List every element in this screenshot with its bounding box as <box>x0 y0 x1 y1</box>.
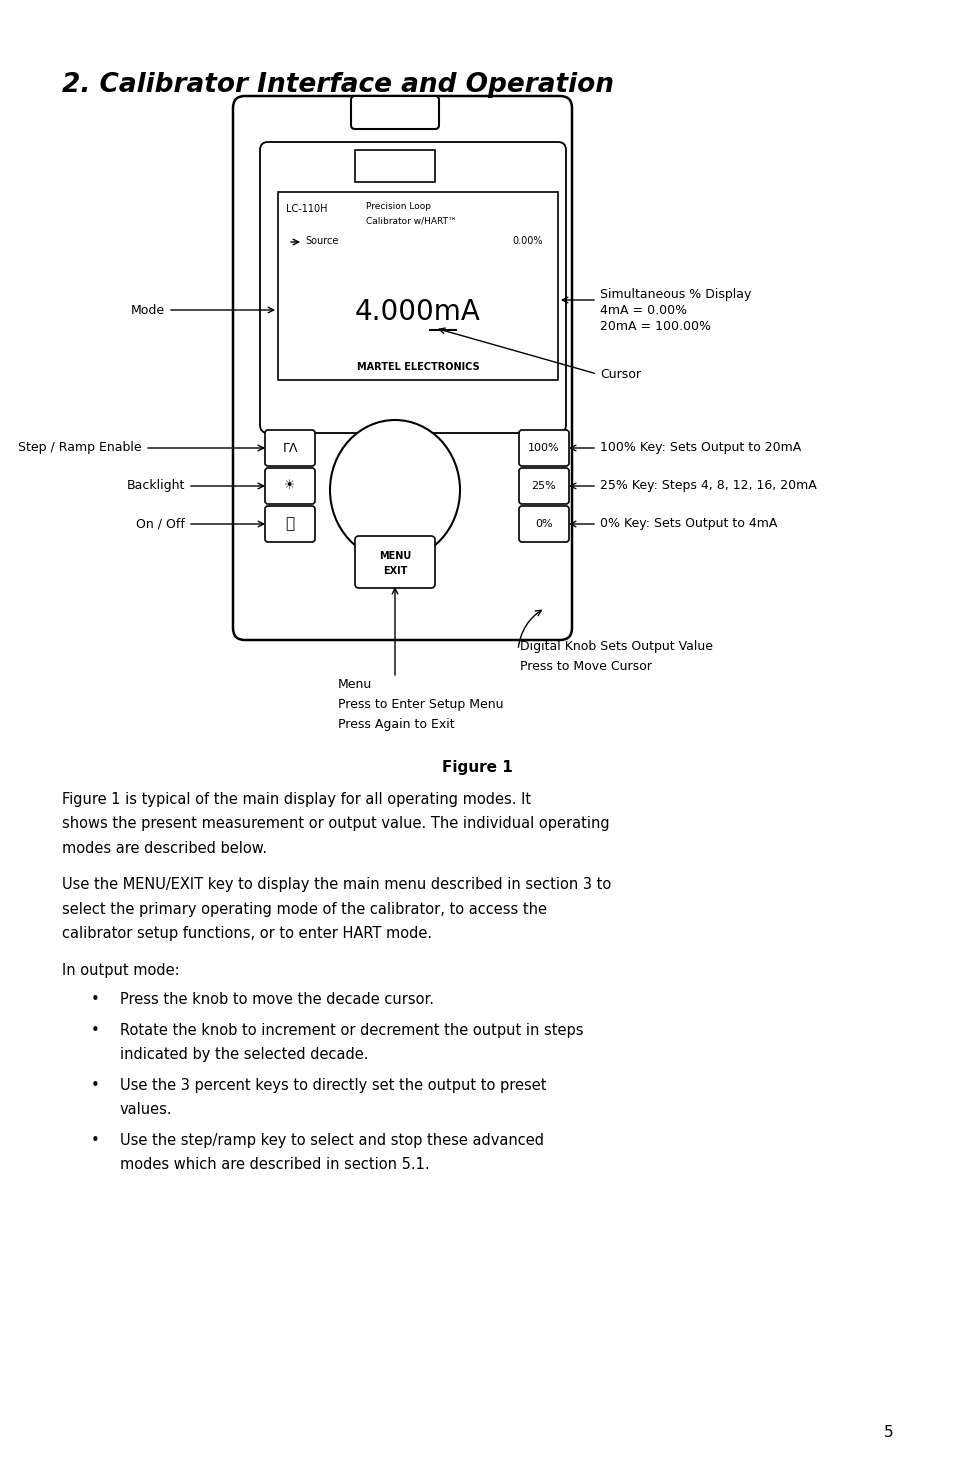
Text: ☀: ☀ <box>284 479 295 493</box>
Text: values.: values. <box>120 1102 172 1118</box>
Text: modes which are described in section 5.1.: modes which are described in section 5.1… <box>120 1158 429 1173</box>
Text: 100%: 100% <box>528 442 559 453</box>
FancyBboxPatch shape <box>518 506 568 541</box>
Text: LC-110H: LC-110H <box>286 204 327 214</box>
Text: Simultaneous % Display: Simultaneous % Display <box>599 288 751 301</box>
Text: In output mode:: In output mode: <box>62 963 179 978</box>
Text: Use the MENU/EXIT key to display the main menu described in section 3 to: Use the MENU/EXIT key to display the mai… <box>62 878 611 892</box>
Ellipse shape <box>330 420 459 560</box>
Text: Backlight: Backlight <box>127 479 185 493</box>
Text: ΓΛ: ΓΛ <box>282 441 297 454</box>
Text: 4mA = 0.00%: 4mA = 0.00% <box>599 304 686 317</box>
Text: •: • <box>91 1133 99 1148</box>
Text: 25% Key: Steps 4, 8, 12, 16, 20mA: 25% Key: Steps 4, 8, 12, 16, 20mA <box>599 479 816 493</box>
Text: MARTEL ELECTRONICS: MARTEL ELECTRONICS <box>356 361 478 372</box>
FancyBboxPatch shape <box>351 96 438 128</box>
Text: On / Off: On / Off <box>136 518 185 531</box>
Text: shows the present measurement or output value. The individual operating: shows the present measurement or output … <box>62 817 609 832</box>
Text: Use the step/ramp key to select and stop these advanced: Use the step/ramp key to select and stop… <box>120 1133 543 1148</box>
Text: 0.00%: 0.00% <box>512 236 542 246</box>
Text: Press the knob to move the decade cursor.: Press the knob to move the decade cursor… <box>120 993 434 1007</box>
FancyBboxPatch shape <box>277 192 558 381</box>
Text: 0%: 0% <box>535 519 552 530</box>
Text: indicated by the selected decade.: indicated by the selected decade. <box>120 1047 368 1062</box>
Text: Figure 1 is typical of the main display for all operating modes. It: Figure 1 is typical of the main display … <box>62 792 531 807</box>
Text: Menu: Menu <box>337 678 372 690</box>
Text: 0% Key: Sets Output to 4mA: 0% Key: Sets Output to 4mA <box>599 518 777 531</box>
Text: Source: Source <box>305 236 338 246</box>
Text: Use the 3 percent keys to directly set the output to preset: Use the 3 percent keys to directly set t… <box>120 1078 546 1093</box>
Text: 100% Key: Sets Output to 20mA: 100% Key: Sets Output to 20mA <box>599 441 801 454</box>
Text: Step / Ramp Enable: Step / Ramp Enable <box>18 441 142 454</box>
FancyBboxPatch shape <box>265 468 314 504</box>
Text: 5: 5 <box>883 1425 893 1440</box>
Text: Press to Move Cursor: Press to Move Cursor <box>519 659 651 673</box>
Text: Press to Enter Setup Menu: Press to Enter Setup Menu <box>337 698 503 711</box>
Text: •: • <box>91 1024 99 1038</box>
FancyBboxPatch shape <box>518 468 568 504</box>
Text: select the primary operating mode of the calibrator, to access the: select the primary operating mode of the… <box>62 903 546 917</box>
FancyBboxPatch shape <box>260 142 565 434</box>
Text: Press Again to Exit: Press Again to Exit <box>337 718 455 732</box>
FancyBboxPatch shape <box>355 535 435 589</box>
Text: •: • <box>91 1078 99 1093</box>
FancyBboxPatch shape <box>355 150 435 181</box>
FancyBboxPatch shape <box>265 506 314 541</box>
Text: 4.000mA: 4.000mA <box>355 298 480 326</box>
Text: MENU: MENU <box>378 552 411 560</box>
Text: Mode: Mode <box>131 304 165 317</box>
Text: 25%: 25% <box>531 481 556 491</box>
Text: Digital Knob Sets Output Value: Digital Knob Sets Output Value <box>519 640 712 653</box>
FancyBboxPatch shape <box>265 431 314 466</box>
Text: 20mA = 100.00%: 20mA = 100.00% <box>599 320 710 333</box>
Text: Calibrator w/HART™: Calibrator w/HART™ <box>366 215 456 226</box>
Text: modes are described below.: modes are described below. <box>62 841 267 855</box>
Text: EXIT: EXIT <box>382 566 407 577</box>
Text: Rotate the knob to increment or decrement the output in steps: Rotate the knob to increment or decremen… <box>120 1024 583 1038</box>
FancyBboxPatch shape <box>233 96 572 640</box>
Text: Figure 1: Figure 1 <box>441 760 512 774</box>
Text: calibrator setup functions, or to enter HART mode.: calibrator setup functions, or to enter … <box>62 926 432 941</box>
Text: 2. Calibrator Interface and Operation: 2. Calibrator Interface and Operation <box>62 72 614 97</box>
Text: •: • <box>91 993 99 1007</box>
Text: Precision Loop: Precision Loop <box>366 202 431 211</box>
FancyBboxPatch shape <box>518 431 568 466</box>
Text: Cursor: Cursor <box>599 367 640 381</box>
Text: ⓘ: ⓘ <box>285 516 294 531</box>
